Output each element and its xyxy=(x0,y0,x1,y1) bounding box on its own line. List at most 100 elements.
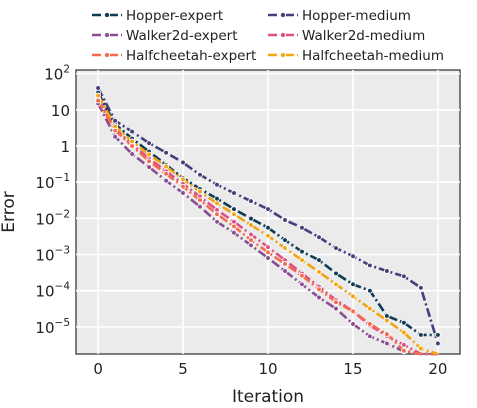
data-point-halfcheetah-expert xyxy=(350,308,356,315)
data-point-halfcheetah-expert xyxy=(95,97,101,104)
data-point-walker2d-expert xyxy=(384,340,390,347)
data-point-halfcheetah-expert xyxy=(146,158,152,165)
legend-marker-halfcheetah-medium xyxy=(279,51,287,59)
data-point-hopper-medium xyxy=(299,224,305,231)
data-point-halfcheetah-medium xyxy=(214,200,220,207)
legend-label-hopper-medium: Hopper-medium xyxy=(302,8,411,24)
data-point-halfcheetah-medium xyxy=(248,222,254,228)
data-point-hopper-expert xyxy=(282,237,288,243)
legend-marker-hopper-medium xyxy=(279,11,287,19)
data-point-halfcheetah-expert xyxy=(248,237,254,243)
y-tick-label: 10−4 xyxy=(35,281,70,301)
series-line-halfcheetah-expert xyxy=(96,99,438,356)
gridlines xyxy=(76,70,460,354)
legend-label-hopper-expert: Hopper-expert xyxy=(126,8,223,24)
data-point-halfcheetah-medium xyxy=(333,281,339,288)
y-tick-label: 102 xyxy=(44,64,70,84)
data-point-hopper-medium xyxy=(316,234,322,241)
data-point-hopper-expert xyxy=(214,195,220,202)
data-point-hopper-medium xyxy=(418,284,424,291)
data-point-halfcheetah-medium xyxy=(180,176,186,183)
data-point-halfcheetah-medium xyxy=(350,293,356,300)
y-tick-label: 1 xyxy=(60,138,70,156)
data-point-halfcheetah-expert xyxy=(282,261,288,267)
data-point-hopper-medium xyxy=(163,149,169,156)
data-point-halfcheetah-medium xyxy=(231,211,237,218)
data-point-halfcheetah-medium xyxy=(265,232,271,239)
data-point-halfcheetah-medium xyxy=(418,345,424,352)
x-axis-ticks: 0 5 10 15 20 xyxy=(93,360,447,378)
data-point-hopper-medium xyxy=(197,171,203,178)
data-point-halfcheetah-expert xyxy=(316,286,322,293)
data-point-halfcheetah-medium xyxy=(401,329,407,336)
data-point-walker2d-expert xyxy=(350,321,356,327)
y-axis-ticks: 102 10 1 10−1 10−2 10−3 10−4 10−5 xyxy=(35,64,70,337)
y-tick-label: 10−5 xyxy=(35,317,70,337)
data-point-walker2d-expert xyxy=(197,203,203,210)
data-point-hopper-medium xyxy=(180,159,186,166)
y-tick-label: 10−3 xyxy=(35,245,70,265)
data-point-walker2d-expert xyxy=(163,177,169,184)
data-point-halfcheetah-medium xyxy=(367,305,373,312)
data-point-halfcheetah-medium xyxy=(95,92,101,99)
data-point-halfcheetah-medium xyxy=(163,163,169,170)
data-point-halfcheetah-medium xyxy=(129,138,135,145)
data-point-hopper-expert xyxy=(401,319,407,326)
data-point-halfcheetah-expert xyxy=(333,299,339,306)
data-point-hopper-medium xyxy=(214,181,220,188)
y-tick-label: 10−2 xyxy=(35,208,70,228)
data-point-hopper-medium xyxy=(333,245,339,251)
data-point-hopper-medium xyxy=(350,253,356,260)
legend: Hopper-expert Hopper-medium Walker2d-exper… xyxy=(92,8,444,64)
data-point-walker2d-medium xyxy=(231,218,237,225)
data-point-hopper-expert xyxy=(350,281,356,288)
x-tick-label: 15 xyxy=(343,360,362,378)
legend-marker-hopper-expert xyxy=(103,11,111,19)
data-point-hopper-expert xyxy=(231,206,237,212)
data-point-hopper-medium xyxy=(129,128,135,135)
legend-label-halfcheetah-expert: Halfcheetah-expert xyxy=(126,48,256,64)
x-tick-label: 5 xyxy=(178,360,188,378)
data-point-halfcheetah-medium xyxy=(316,269,322,275)
data-point-hopper-expert xyxy=(265,224,271,231)
data-point-halfcheetah-expert xyxy=(384,331,390,337)
data-point-halfcheetah-medium xyxy=(146,151,152,158)
legend-label-walker2d-medium: Walker2d-medium xyxy=(302,28,425,44)
legend-label-walker2d-expert: Walker2d-expert xyxy=(126,28,238,44)
data-point-halfcheetah-expert xyxy=(180,183,186,190)
data-point-halfcheetah-expert xyxy=(265,249,271,256)
data-point-walker2d-medium xyxy=(401,341,407,348)
y-tick-label: 10 xyxy=(51,102,70,120)
data-point-hopper-medium xyxy=(95,85,101,91)
data-point-hopper-medium xyxy=(384,268,390,274)
data-point-walker2d-expert xyxy=(146,164,152,170)
data-point-hopper-medium xyxy=(265,206,271,212)
data-point-halfcheetah-expert xyxy=(197,197,203,203)
data-point-halfcheetah-medium xyxy=(197,188,203,195)
data-point-hopper-medium xyxy=(282,217,288,223)
legend-marker-walker2d-expert xyxy=(103,31,111,39)
data-point-halfcheetah-expert xyxy=(299,272,305,279)
data-point-walker2d-expert xyxy=(214,218,220,225)
data-point-hopper-expert xyxy=(316,257,322,263)
data-point-halfcheetah-medium xyxy=(112,123,118,130)
data-point-hopper-medium xyxy=(435,340,441,347)
data-point-halfcheetah-medium xyxy=(384,317,390,324)
series-line-hopper-medium xyxy=(96,87,440,344)
data-point-walker2d-expert xyxy=(282,268,288,274)
data-point-walker2d-expert xyxy=(112,133,118,140)
x-tick-label: 10 xyxy=(258,360,277,378)
data-point-halfcheetah-medium xyxy=(299,257,305,263)
data-point-walker2d-expert xyxy=(129,151,135,157)
legend-label-halfcheetah-medium: Halfcheetah-medium xyxy=(302,48,444,64)
data-point-hopper-expert xyxy=(333,270,339,277)
data-point-walker2d-expert xyxy=(367,333,373,340)
y-axis-title: Error xyxy=(0,191,19,232)
data-point-walker2d-expert xyxy=(248,242,254,249)
legend-marker-halfcheetah-expert xyxy=(103,51,111,59)
x-tick-label: 20 xyxy=(428,360,447,378)
data-point-halfcheetah-expert xyxy=(401,347,407,354)
data-point-hopper-medium xyxy=(146,140,152,146)
data-point-halfcheetah-expert xyxy=(214,211,220,218)
data-point-hopper-expert xyxy=(435,332,441,338)
